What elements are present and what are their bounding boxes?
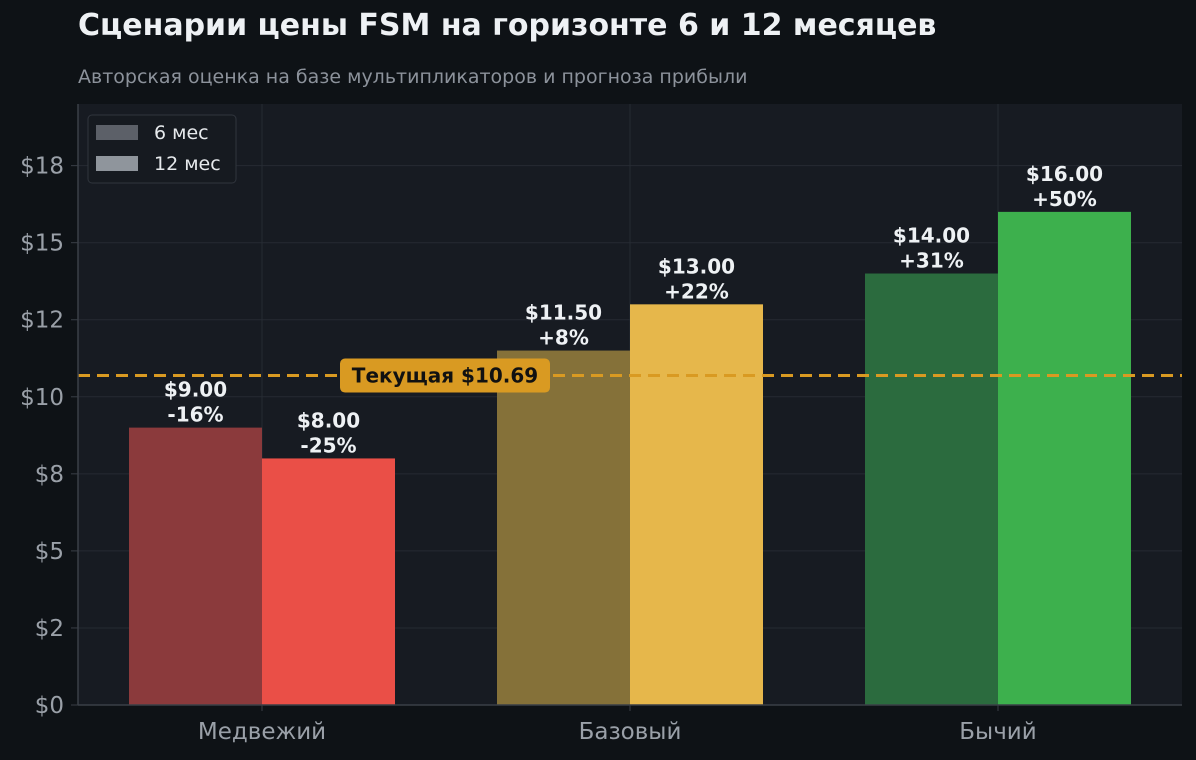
bar xyxy=(630,304,763,705)
legend-swatch xyxy=(96,156,138,171)
bar-change-label: +8% xyxy=(538,326,589,350)
bar-value-label: $16.00 xyxy=(1026,162,1103,186)
y-tick-label: $8 xyxy=(35,462,64,488)
legend: 6 мес 12 мес xyxy=(87,114,237,184)
bar-change-label: -25% xyxy=(300,433,356,457)
reference-label: Текущая $10.69 xyxy=(352,364,538,388)
y-tick-label: $15 xyxy=(20,231,64,257)
reference-line-group: Текущая $10.69 xyxy=(78,358,1182,393)
bar-change-label: +50% xyxy=(1032,187,1097,211)
legend-swatch xyxy=(96,125,138,140)
y-tick-label: $5 xyxy=(35,539,64,565)
chart-subtitle: Авторская оценка на базе мультипликаторо… xyxy=(78,66,748,88)
y-tick-label: $10 xyxy=(20,385,64,411)
y-tick-label: $2 xyxy=(35,616,64,642)
reference-label-box xyxy=(340,358,550,393)
x-category-label: Медвежий xyxy=(198,719,326,745)
legend-label: 6 мес xyxy=(154,122,209,144)
x-category-label: Базовый xyxy=(579,719,682,745)
y-tick-label: $12 xyxy=(20,308,64,334)
bar xyxy=(262,458,395,705)
bar-value-label: $14.00 xyxy=(893,224,970,248)
axes: $0 $2 $5 $8 $10 $12 $15 $18 Медвежий Базовый Бычий xyxy=(20,104,1182,745)
bar-value-label: $11.50 xyxy=(525,301,602,325)
bar xyxy=(998,211,1131,705)
y-tick-label: $18 xyxy=(20,154,64,180)
legend-label: 12 мес xyxy=(154,153,221,175)
bars xyxy=(129,211,1131,705)
bar xyxy=(497,350,630,705)
bar-change-label: -16% xyxy=(167,403,223,427)
bar-value-label: $8.00 xyxy=(297,408,360,432)
bar-labels: $9.00-16% $11.50+8% $14.00+31% $8.00-25% $13… xyxy=(164,162,1103,458)
bar xyxy=(865,273,998,705)
bar-value-label: $13.00 xyxy=(658,254,735,278)
bar-change-label: +31% xyxy=(899,249,964,273)
chart-title: Сценарии цены FSM на горизонте 6 и 12 ме… xyxy=(78,8,937,43)
y-tick-label: $0 xyxy=(35,693,64,719)
bar-value-label: $9.00 xyxy=(164,378,227,402)
bar xyxy=(129,427,262,705)
x-category-label: Бычий xyxy=(959,719,1036,745)
bar-change-label: +22% xyxy=(664,279,729,303)
